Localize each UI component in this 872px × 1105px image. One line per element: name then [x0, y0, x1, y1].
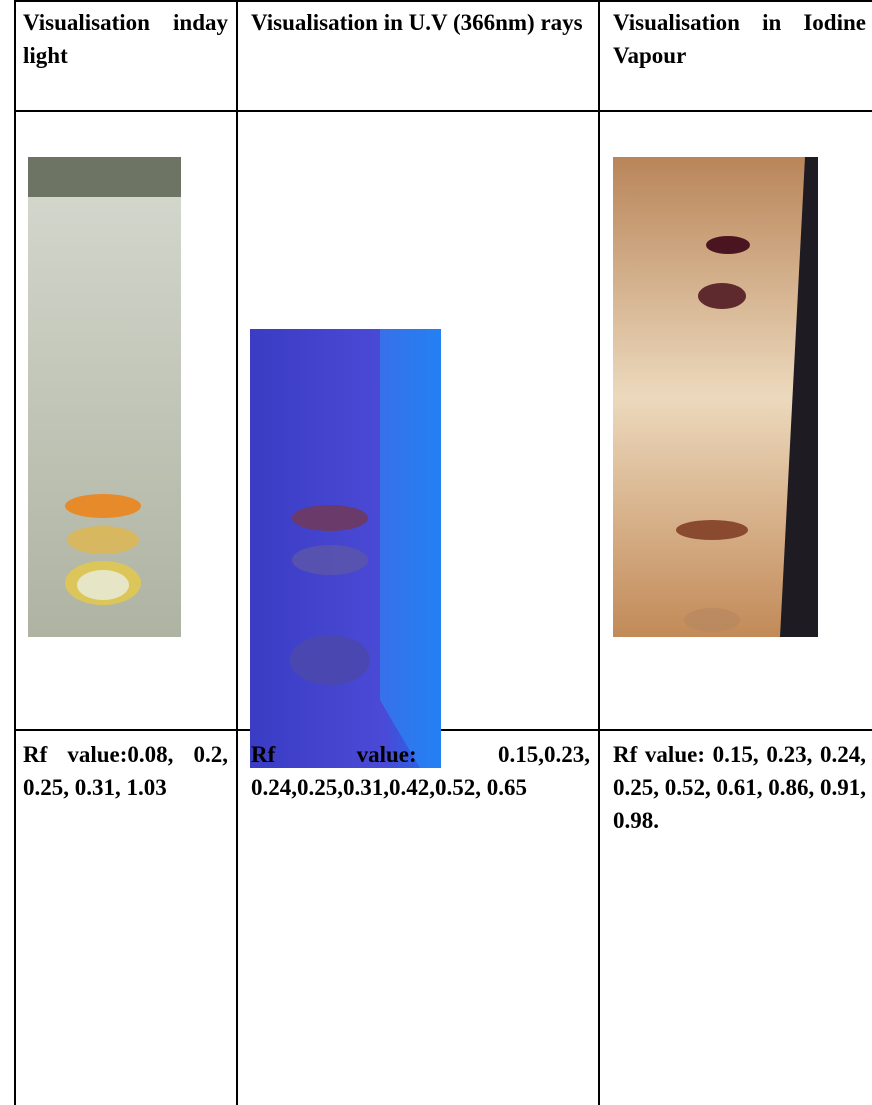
rf-cell: Rf value: 0.15, 0.23, 0.24, 0.25, 0.52, … — [613, 738, 866, 837]
page: Visualisation inday light Visualisation … — [0, 0, 872, 1105]
rf-cell: Rf value: 0.15,0.23, 0.24,0.25,0.31,0.42… — [251, 738, 590, 804]
rf-cell: Rf value:0.08, 0.2, 0.25, 0.31, 1.03 — [23, 738, 228, 804]
uv-plate — [250, 329, 441, 768]
daylight-plate — [28, 157, 181, 637]
iodine-plate — [613, 157, 818, 637]
plate-images — [0, 0, 872, 1105]
